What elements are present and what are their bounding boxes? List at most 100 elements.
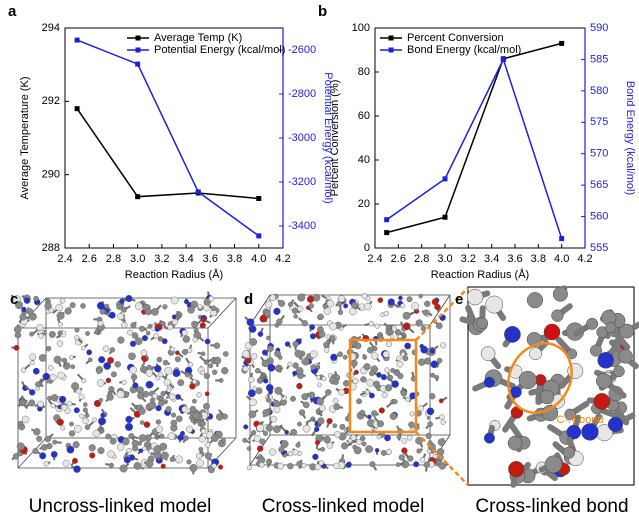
atom	[246, 446, 252, 451]
atom	[98, 417, 107, 426]
atom	[56, 340, 63, 347]
point	[74, 37, 80, 43]
atom	[53, 355, 62, 364]
atom	[589, 344, 603, 357]
atom	[382, 350, 390, 358]
atom	[504, 326, 521, 343]
atom	[337, 309, 344, 316]
y2-tick-label: 590	[590, 22, 608, 34]
atom	[483, 432, 495, 444]
atom	[287, 301, 293, 307]
atom	[142, 446, 147, 451]
atom	[552, 286, 568, 302]
atom	[211, 463, 217, 469]
atom	[163, 378, 171, 386]
atom	[182, 435, 189, 441]
atom	[242, 350, 250, 358]
atom	[87, 357, 93, 363]
atom	[292, 370, 298, 376]
atom	[92, 417, 97, 423]
atom	[376, 434, 382, 440]
atom	[43, 461, 49, 467]
legend-label: Average Temp (K)	[154, 32, 242, 44]
atom	[270, 415, 278, 423]
atom	[297, 305, 304, 312]
atom	[169, 456, 175, 463]
atom	[278, 299, 286, 307]
atom	[416, 448, 422, 454]
bond-highlight	[507, 342, 573, 414]
x-tick-label: 2.6	[82, 253, 97, 265]
atom	[562, 446, 575, 459]
atom	[333, 403, 341, 411]
atom	[435, 322, 443, 330]
atom	[404, 342, 412, 350]
atom	[396, 361, 404, 368]
atom	[198, 446, 204, 452]
atom	[211, 434, 219, 442]
y2-tick-label: 585	[590, 53, 608, 65]
atom	[196, 459, 204, 467]
atom	[81, 378, 87, 384]
atom	[212, 369, 218, 375]
atom	[332, 423, 338, 428]
atom	[376, 372, 382, 378]
atom	[46, 442, 53, 450]
atom	[436, 357, 443, 364]
atom	[52, 439, 58, 445]
atom	[189, 383, 196, 390]
atom	[544, 455, 563, 474]
atom	[159, 396, 164, 402]
atom	[507, 435, 523, 451]
y-tick-label: 60	[358, 110, 370, 122]
atom	[290, 395, 296, 402]
atom	[384, 367, 390, 373]
atom	[78, 393, 85, 400]
atom	[400, 303, 406, 309]
cell-edge	[207, 297, 237, 329]
atom	[66, 400, 73, 407]
atom	[200, 370, 205, 376]
atom	[242, 365, 249, 372]
atom	[203, 402, 210, 410]
atom	[117, 336, 125, 344]
atom	[371, 410, 378, 417]
atom	[166, 387, 172, 393]
atom	[437, 438, 446, 446]
atom	[267, 345, 274, 352]
atom	[119, 464, 128, 473]
atom	[162, 359, 169, 366]
atom	[316, 397, 324, 406]
atom	[145, 330, 151, 336]
atom	[169, 346, 175, 352]
atom	[82, 417, 89, 425]
atom	[426, 407, 435, 416]
point	[442, 214, 448, 220]
y2-tick-label: 560	[590, 210, 608, 222]
atom	[104, 303, 110, 309]
atom	[408, 421, 415, 428]
atom	[177, 434, 184, 441]
atom	[261, 349, 268, 356]
legend-label: Potential Energy (kcal/mol)	[154, 44, 285, 56]
atom	[325, 389, 332, 396]
atom	[160, 320, 166, 327]
atom	[187, 347, 193, 353]
atom	[150, 397, 156, 403]
atom	[131, 439, 139, 447]
atom	[388, 329, 394, 335]
atom	[405, 397, 411, 402]
atom	[243, 424, 249, 430]
atom	[47, 364, 54, 371]
atom	[49, 373, 57, 381]
y-tick-label: 290	[42, 169, 60, 181]
atom	[96, 368, 102, 374]
y2-tick-label: 570	[590, 148, 608, 160]
point	[442, 176, 448, 182]
x-axis-label: Reaction Radius (Å)	[125, 268, 223, 281]
zoom-connector	[415, 431, 469, 486]
atom	[314, 439, 321, 446]
atom	[121, 321, 128, 329]
atom	[181, 348, 189, 356]
atom	[33, 295, 39, 302]
